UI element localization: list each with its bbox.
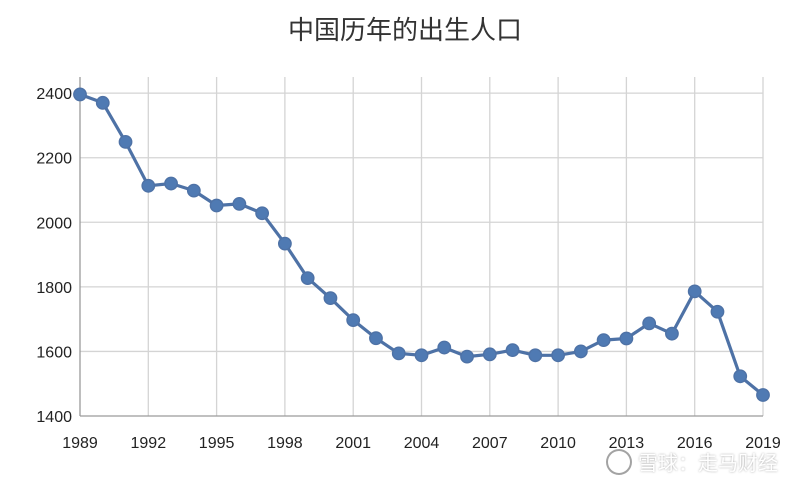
x-tick-label: 2013 xyxy=(609,435,645,452)
data-point xyxy=(255,206,270,221)
data-point xyxy=(733,369,748,384)
series-layer xyxy=(73,87,770,402)
data-point xyxy=(505,343,520,358)
data-point xyxy=(118,134,133,149)
y-tick-label: 2000 xyxy=(36,215,72,232)
y-tick-label: 2400 xyxy=(36,86,72,103)
y-tick-label: 1600 xyxy=(36,344,72,361)
data-point xyxy=(414,348,429,363)
data-point xyxy=(164,176,178,191)
data-point xyxy=(323,291,338,306)
x-tick-label: 2001 xyxy=(335,435,371,452)
data-point xyxy=(232,196,247,211)
data-point xyxy=(141,178,156,193)
data-point xyxy=(710,304,725,319)
data-point xyxy=(482,347,497,362)
data-point xyxy=(186,183,201,198)
data-point xyxy=(642,316,657,331)
x-tick-label: 1995 xyxy=(199,435,235,452)
data-point xyxy=(73,87,87,102)
data-point xyxy=(619,331,634,346)
data-point xyxy=(277,236,292,251)
data-point xyxy=(391,346,406,361)
x-tick-label: 1992 xyxy=(131,435,167,452)
x-tick-label: 1998 xyxy=(267,435,303,452)
data-point xyxy=(687,284,702,299)
y-tick-label: 1800 xyxy=(36,280,72,297)
data-point xyxy=(209,198,224,213)
data-point xyxy=(369,331,383,346)
data-point xyxy=(95,95,110,110)
y-tick-label: 1400 xyxy=(36,409,72,426)
tick-labels: 1400 1600 1800 2000 2200 2400 1989 1992 1995 1998… xyxy=(36,86,780,452)
data-point xyxy=(756,388,770,402)
watermark: 雪球：走马财经 xyxy=(606,447,778,476)
x-tick-label: 2007 xyxy=(472,435,508,452)
data-point xyxy=(346,313,361,328)
data-point xyxy=(300,271,315,286)
axes xyxy=(79,77,763,417)
data-point xyxy=(573,344,588,359)
chart-title: 中国历年的出生人口 xyxy=(288,16,522,46)
y-tick-label: 2200 xyxy=(36,151,72,168)
data-point xyxy=(437,340,452,355)
data-point xyxy=(460,349,474,364)
snowball-logo-icon xyxy=(606,448,632,475)
data-point xyxy=(551,348,565,363)
data-point xyxy=(596,333,611,348)
x-tick-label: 2010 xyxy=(540,435,576,452)
data-point xyxy=(665,326,679,341)
x-tick-label: 1989 xyxy=(62,435,98,452)
watermark-text: 雪球：走马财经 xyxy=(638,451,778,475)
x-tick-label: 2019 xyxy=(745,435,781,452)
x-tick-label: 2016 xyxy=(677,435,713,452)
x-tick-label: 2004 xyxy=(404,435,440,452)
grid xyxy=(80,77,764,416)
data-point xyxy=(528,348,543,363)
